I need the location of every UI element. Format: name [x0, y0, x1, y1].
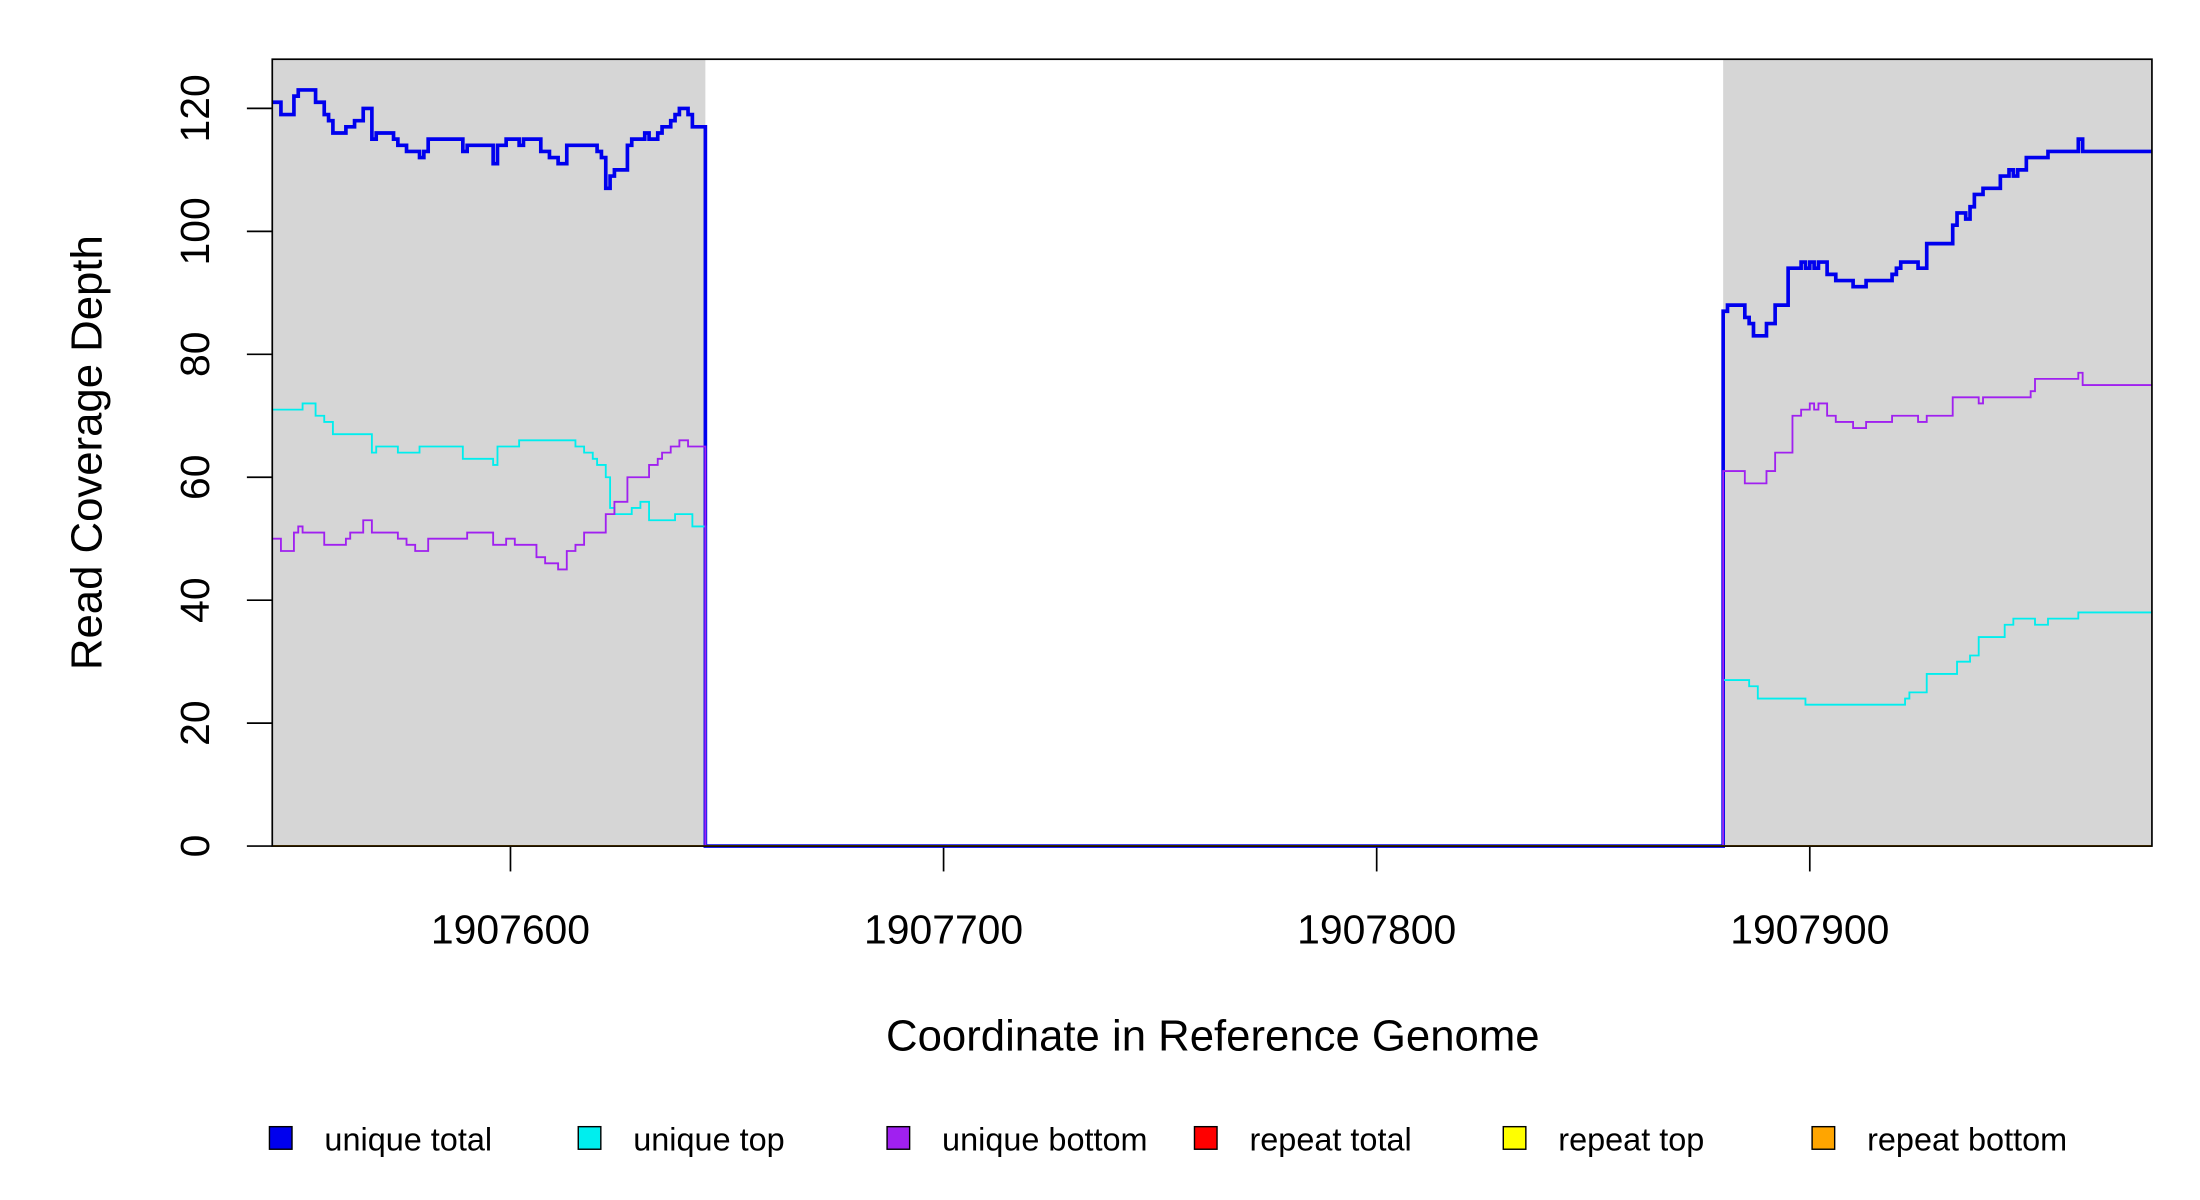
plot-border: [271, 58, 2153, 847]
legend-swatch: [886, 1125, 911, 1150]
y-axis-title: Read Coverage Depth: [63, 235, 112, 670]
y-tick-label: 120: [172, 74, 218, 142]
x-tick-label: 1907900: [1730, 906, 1889, 952]
legend-swatch: [268, 1125, 293, 1150]
y-tick-label: 80: [172, 332, 218, 377]
legend-label: repeat bottom: [1867, 1122, 2067, 1158]
x-tick-label: 1907800: [1297, 906, 1456, 952]
series-line: [272, 88, 2152, 848]
x-tick-label: 1907600: [431, 906, 590, 952]
legend-label: unique top: [633, 1122, 784, 1158]
y-tick-label: 100: [172, 197, 218, 265]
x-axis-title: Coordinate in Reference Genome: [886, 1012, 1540, 1061]
shaded-region: [1723, 59, 2152, 847]
series-line: [272, 371, 2152, 847]
y-tick-label: 40: [172, 577, 218, 622]
legend-swatch: [577, 1125, 602, 1150]
x-tick-label: 1907700: [864, 906, 1023, 952]
legend-label: repeat total: [1249, 1122, 1411, 1158]
series-line: [272, 402, 2152, 847]
legend-swatch: [1193, 1125, 1218, 1150]
y-tick-label: 0: [172, 835, 218, 858]
legend-swatch: [1811, 1125, 1836, 1150]
y-tick-label: 60: [172, 454, 218, 499]
legend-label: unique bottom: [942, 1122, 1147, 1158]
y-tick-label: 20: [172, 700, 218, 745]
legend-label: unique total: [324, 1122, 492, 1158]
legend-swatch: [1502, 1125, 1527, 1150]
shaded-region: [272, 59, 706, 847]
legend-label: repeat top: [1558, 1122, 1704, 1158]
